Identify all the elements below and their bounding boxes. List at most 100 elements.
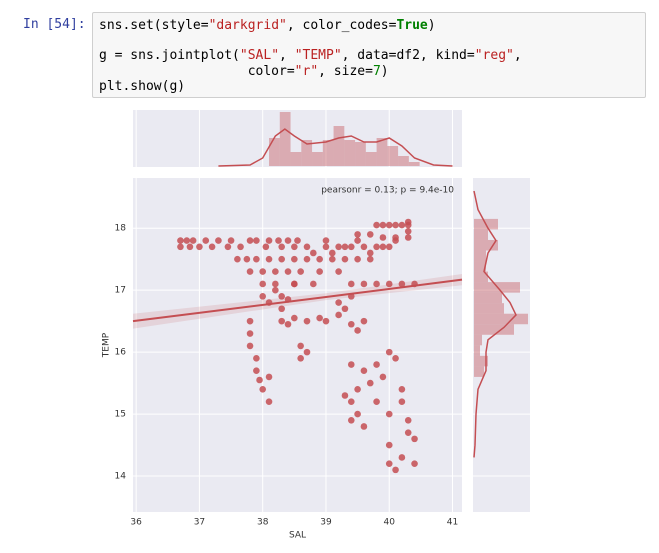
y-tick-label: 14 bbox=[115, 472, 127, 482]
scatter-point bbox=[392, 466, 399, 474]
scatter-point bbox=[272, 268, 279, 275]
scatter-point bbox=[354, 327, 361, 334]
histogram-bar bbox=[474, 261, 486, 272]
scatter-point bbox=[398, 386, 406, 393]
histogram-bar bbox=[474, 313, 528, 325]
scatter-point bbox=[379, 373, 387, 381]
scatter-point bbox=[291, 280, 298, 288]
scatter-point bbox=[347, 280, 355, 288]
histogram-bar bbox=[474, 334, 482, 346]
code-token: ) bbox=[380, 64, 389, 79]
kde-curve bbox=[218, 128, 453, 167]
right-marginal-background bbox=[473, 178, 530, 512]
scatter-point bbox=[354, 237, 361, 244]
code-token: g = sns.jointplot( bbox=[99, 48, 240, 63]
histogram-bar bbox=[290, 152, 302, 166]
x-tick-label: 41 bbox=[447, 518, 458, 528]
y-tick-label: 18 bbox=[115, 224, 127, 234]
y-tick-label: 17 bbox=[115, 286, 126, 296]
scatter-point bbox=[328, 249, 336, 257]
y-tick-label: 16 bbox=[115, 348, 127, 358]
scatter-point bbox=[256, 376, 263, 384]
scatter-point bbox=[335, 311, 342, 319]
scatter-point bbox=[385, 410, 393, 418]
scatter-point bbox=[177, 237, 184, 244]
scatter-point bbox=[379, 221, 387, 229]
scatter-point bbox=[310, 280, 317, 288]
scatter-point bbox=[366, 249, 374, 257]
scatter-point bbox=[237, 243, 244, 251]
scatter-point bbox=[347, 398, 355, 405]
code-token: , color_codes= bbox=[286, 18, 397, 33]
scatter-point bbox=[303, 243, 311, 251]
scatter-point bbox=[360, 243, 368, 251]
x-tick-label: 36 bbox=[130, 518, 142, 528]
histogram-bar bbox=[269, 138, 280, 166]
code-token: "SAL" bbox=[239, 48, 280, 63]
scatter-point bbox=[246, 342, 254, 350]
annotation: pearsonr = 0.13; p = 9.4e-10 bbox=[321, 186, 454, 196]
scatter-point bbox=[284, 268, 292, 275]
scatter-point bbox=[328, 255, 336, 263]
scatter-point bbox=[234, 255, 241, 263]
scatter-point bbox=[385, 460, 393, 467]
scatter-point bbox=[291, 314, 298, 322]
histogram-bar bbox=[355, 142, 366, 166]
scatter-point bbox=[246, 330, 254, 337]
scatter-point bbox=[398, 398, 406, 405]
histogram-bar bbox=[408, 162, 420, 166]
regression-line bbox=[132, 278, 463, 323]
scatter-point bbox=[392, 237, 399, 244]
scatter-point bbox=[253, 355, 260, 362]
scatter-point bbox=[227, 237, 235, 244]
scatter-point bbox=[335, 243, 342, 251]
scatter-point bbox=[354, 386, 361, 393]
scatter-point bbox=[392, 221, 399, 229]
scatter-point bbox=[404, 227, 412, 235]
histogram-bar bbox=[474, 324, 514, 335]
scatter-point bbox=[284, 237, 292, 244]
kde-curve bbox=[473, 190, 517, 458]
scatter-point bbox=[278, 255, 285, 263]
scatter-point bbox=[265, 398, 273, 405]
x-tick-label: 38 bbox=[257, 518, 269, 528]
scatter-point bbox=[259, 268, 267, 275]
scatter-point bbox=[392, 355, 399, 362]
scatter-point bbox=[341, 255, 349, 263]
scatter-point bbox=[259, 293, 267, 300]
scatter-point bbox=[316, 255, 323, 263]
histogram-bar bbox=[474, 366, 484, 377]
scatter-point bbox=[297, 268, 304, 275]
scatter-point bbox=[246, 268, 254, 275]
scatter-point bbox=[366, 231, 374, 238]
code-token: , size= bbox=[318, 64, 373, 79]
histogram-bar bbox=[474, 271, 488, 283]
x-tick-label: 39 bbox=[320, 518, 332, 528]
histogram-bar bbox=[474, 345, 480, 356]
code-token: , bbox=[513, 48, 522, 63]
histogram-bar bbox=[333, 126, 345, 166]
scatter-point bbox=[385, 221, 393, 229]
scatter-point bbox=[335, 268, 342, 275]
scatter-point bbox=[404, 416, 412, 424]
scatter-point bbox=[278, 243, 285, 251]
histogram-bar bbox=[312, 152, 323, 166]
scatter-point bbox=[404, 234, 412, 241]
scatter-point bbox=[385, 348, 393, 356]
y-tick-label: 15 bbox=[115, 410, 126, 420]
scatter-point bbox=[291, 255, 298, 263]
code-cell[interactable]: sns.set(style="darkgrid", color_codes=Tr… bbox=[92, 12, 646, 98]
code-token: "TEMP" bbox=[294, 48, 342, 63]
scatter-point bbox=[186, 243, 194, 251]
scatter-point bbox=[275, 237, 282, 244]
code-token: plt.show(g) bbox=[99, 79, 186, 94]
histogram-bar bbox=[474, 355, 488, 367]
scatter-point bbox=[303, 317, 311, 325]
scatter-point bbox=[253, 255, 260, 263]
scatter-point bbox=[347, 361, 355, 368]
scatter-point bbox=[360, 367, 368, 375]
scatter-point bbox=[253, 237, 260, 244]
scatter-point bbox=[303, 255, 311, 263]
